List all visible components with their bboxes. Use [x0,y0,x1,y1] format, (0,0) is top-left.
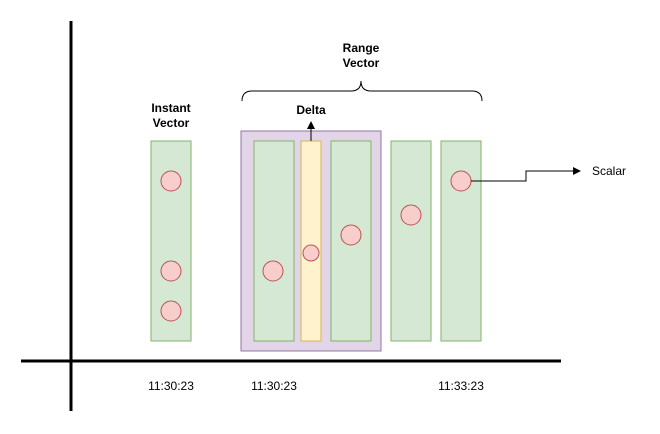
delta-column [300,140,322,342]
range-label-line1: Range [342,41,380,55]
sample-point [160,300,182,322]
sample-point [400,204,422,226]
sample-point [262,260,284,282]
time-label-range-end: 11:33:23 [438,379,484,393]
sample-column-4 [440,140,482,342]
range-sample-column-1 [253,140,295,342]
instant-vector-label: Instant Vector [131,101,211,131]
sample-point [450,170,472,192]
instant-label-line1: Instant [151,101,191,115]
scalar-arrowhead [573,167,581,175]
scalar-connector [471,170,573,182]
sample-point [160,260,182,282]
sample-point [160,170,182,192]
sample-column-3 [390,140,432,342]
instant-label-line2: Vector [152,116,190,130]
range-brace [241,80,483,102]
delta-label: Delta [296,103,326,117]
time-label-range-start: 11:30:23 [251,379,297,393]
time-label-instant: 11:30:23 [148,379,194,393]
sample-point [340,224,362,246]
scalar-label: Scalar [592,164,627,178]
range-vector-label: Range Vector [321,41,401,71]
range-label-line2: Vector [342,56,380,70]
delta-point [302,244,320,262]
delta-arrowhead [307,121,315,129]
